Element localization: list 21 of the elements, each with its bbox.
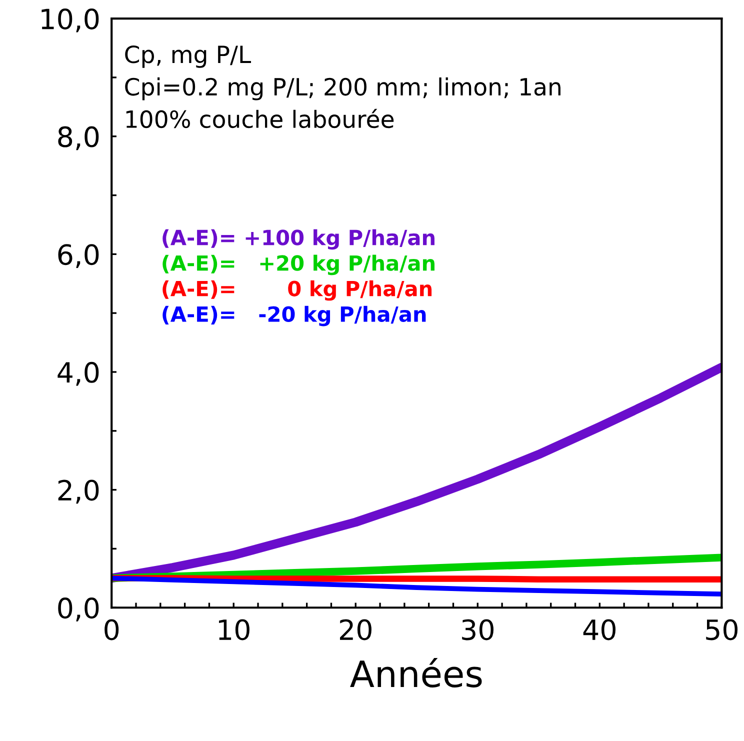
line-series bbox=[112, 576, 722, 596]
x-tick-label: 30 bbox=[462, 619, 494, 640]
x-tick-label: 20 bbox=[340, 619, 372, 640]
text: (A-E)= +100 kg P/ha/an bbox=[162, 229, 434, 250]
text: (A-E)= 0 kg P/ha/an bbox=[162, 280, 432, 301]
text: (A-E)= -20 kg P/ha/an bbox=[162, 306, 426, 326]
y-tick-label: 4,0 bbox=[58, 362, 99, 386]
y-tick-label: 2,0 bbox=[58, 480, 99, 504]
text: (A-E)= +20 kg P/ha/an bbox=[162, 254, 434, 276]
x-tick-label: 10 bbox=[218, 619, 250, 640]
annotation: Cp, mg P/L bbox=[125, 45, 251, 68]
annotation: Cpi=0.2 mg P/L; 200 mm; limon; 1an bbox=[125, 77, 560, 100]
x-tick-label: 0 bbox=[104, 619, 119, 640]
y-tick-label: 10,0 bbox=[42, 8, 99, 32]
y-tick-label: 0,0 bbox=[58, 598, 99, 622]
y-tick-label: 6,0 bbox=[58, 244, 99, 268]
y-tick-label: 8,0 bbox=[58, 126, 99, 150]
annotation: 100% couche labourée bbox=[126, 108, 394, 128]
x-tick-label: 40 bbox=[583, 619, 616, 640]
x-axis-title: Années bbox=[350, 658, 482, 688]
x-tick-label: 50 bbox=[706, 619, 738, 640]
